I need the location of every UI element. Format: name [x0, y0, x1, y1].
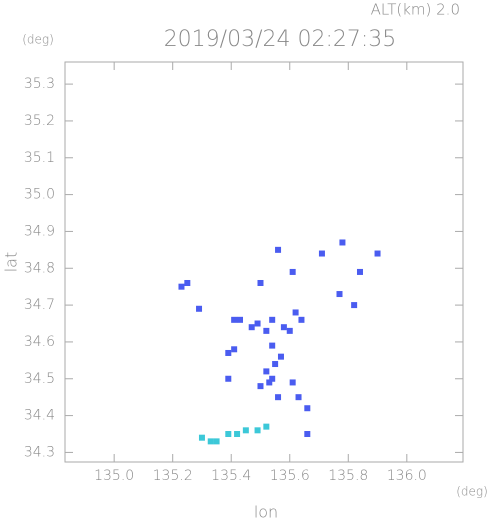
x-tick-label: 135.4: [211, 468, 251, 484]
echo-point: [254, 320, 261, 327]
echo-point: [292, 309, 299, 316]
echo-point: [248, 324, 255, 331]
echo-point: [196, 305, 203, 312]
echo-point: [266, 379, 273, 386]
chart-title: 2019/03/24 02:27:35: [164, 27, 397, 52]
echo-point: [234, 431, 241, 438]
echo-point: [275, 394, 282, 401]
x-tick-label: 135.0: [94, 468, 134, 484]
echo-point: [213, 438, 220, 445]
y-tick-label: 35.1: [24, 150, 55, 166]
chart-subtitle: ALT(km) 2.0: [371, 1, 460, 19]
echo-point: [269, 316, 276, 323]
y-tick-label: 34.6: [24, 334, 55, 350]
y-tick-label: 35.3: [24, 76, 55, 92]
echo-point: [225, 431, 232, 438]
echo-point: [318, 250, 325, 257]
echo-point: [198, 434, 205, 441]
echo-point: [298, 316, 305, 323]
echo-point: [286, 327, 293, 334]
echo-point: [263, 327, 270, 334]
echo-point: [304, 431, 311, 438]
echo-point: [275, 246, 282, 253]
y-tick-label: 35.0: [24, 187, 55, 203]
echo-point: [231, 346, 238, 353]
echo-point: [237, 316, 244, 323]
echo-point: [225, 349, 232, 356]
x-tick-label: 135.2: [153, 468, 193, 484]
echo-point: [231, 316, 238, 323]
echo-point: [289, 379, 296, 386]
y-tick-label: 34.3: [24, 444, 55, 460]
y-tick-label: 34.9: [24, 223, 55, 239]
echo-point: [269, 342, 276, 349]
echo-point: [277, 353, 284, 360]
x-unit: (deg): [456, 485, 488, 499]
y-tick-label: 35.2: [24, 113, 55, 129]
echo-point: [272, 361, 279, 368]
echo-point: [263, 368, 270, 375]
echo-point: [336, 291, 343, 298]
echo-point: [295, 394, 302, 401]
y-tick-label: 34.7: [24, 297, 55, 313]
echo-point: [257, 383, 264, 390]
x-tick-label: 136.0: [387, 468, 427, 484]
y-unit: (deg): [22, 33, 54, 47]
echo-point: [178, 283, 185, 290]
y-tick-label: 34.4: [24, 408, 55, 424]
echo-point: [374, 250, 381, 257]
x-tick-label: 135.8: [328, 468, 368, 484]
echo-point: [242, 427, 249, 434]
echo-point: [257, 279, 264, 286]
echo-point: [304, 405, 311, 412]
y-tick-label: 34.8: [24, 260, 55, 276]
echo-point: [289, 268, 296, 275]
y-axis-label: lat: [2, 252, 21, 273]
echo-point: [225, 375, 232, 382]
plot-frame: [64, 61, 464, 463]
echo-point: [263, 423, 270, 430]
echo-point: [280, 324, 287, 331]
y-tick-label: 34.5: [24, 371, 55, 387]
echo-point: [269, 375, 276, 382]
echo-point: [207, 438, 214, 445]
echo-point: [351, 302, 358, 309]
echo-point: [339, 239, 346, 246]
echo-point: [356, 268, 363, 275]
echo-point: [254, 427, 261, 434]
echo-point: [184, 279, 191, 286]
x-tick-label: 135.6: [270, 468, 310, 484]
x-axis-label: lon: [254, 503, 278, 521]
